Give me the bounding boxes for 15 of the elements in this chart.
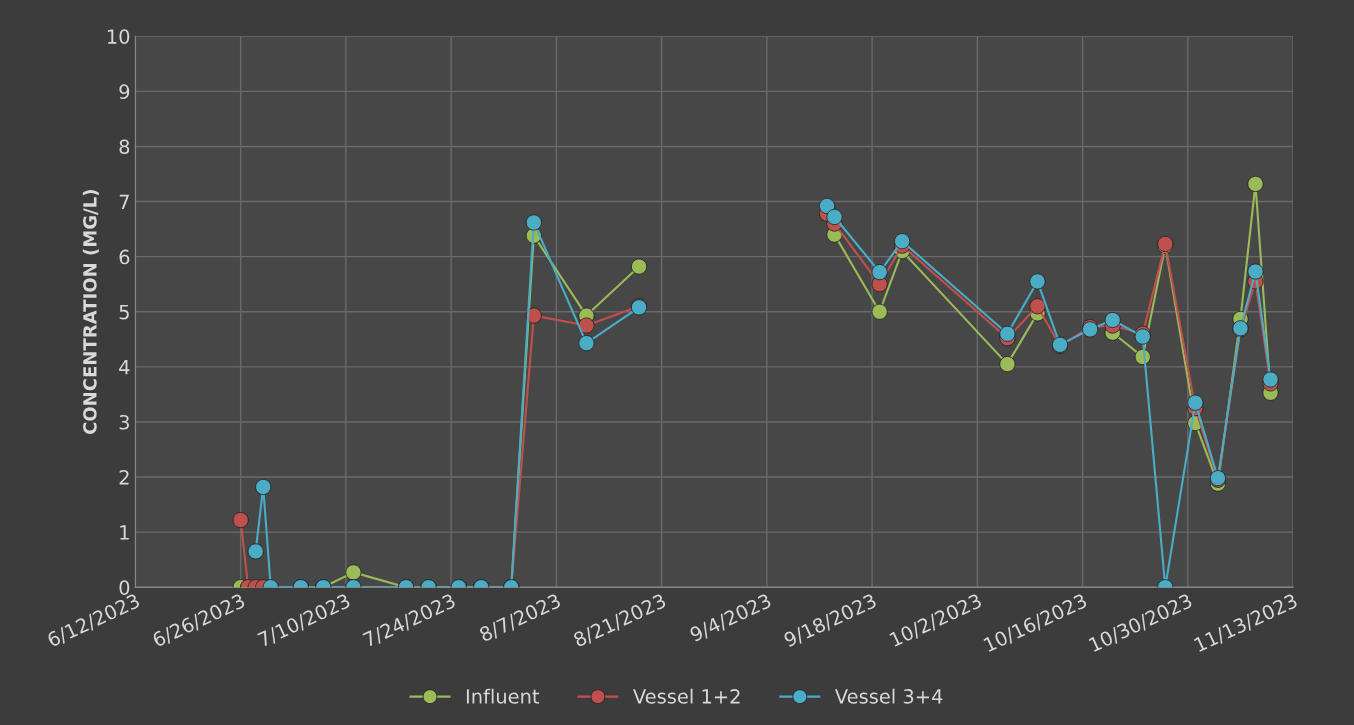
y-axis-title: CONCENTRATION (MG/L) bbox=[82, 190, 99, 435]
y-tick-label: 6 bbox=[119, 249, 130, 265]
y-tick-label: 3 bbox=[119, 414, 129, 430]
y-tick-label: 0 bbox=[119, 580, 130, 595]
y-tick-label: 2 bbox=[119, 470, 129, 485]
y-tick-label: 9 bbox=[119, 84, 130, 100]
legend-label: Vessel 1+2 bbox=[633, 688, 740, 704]
legend-label: Influent bbox=[466, 688, 540, 704]
y-tick-label: 5 bbox=[119, 304, 129, 320]
legend-label: Vessel 3+4 bbox=[834, 688, 943, 704]
y-tick-label: 4 bbox=[119, 360, 130, 375]
y-tick-label: 10 bbox=[107, 29, 130, 44]
y-tick-label: 8 bbox=[119, 139, 130, 155]
y-tick-label: 7 bbox=[119, 194, 129, 209]
y-tick-label: 1 bbox=[120, 525, 129, 540]
